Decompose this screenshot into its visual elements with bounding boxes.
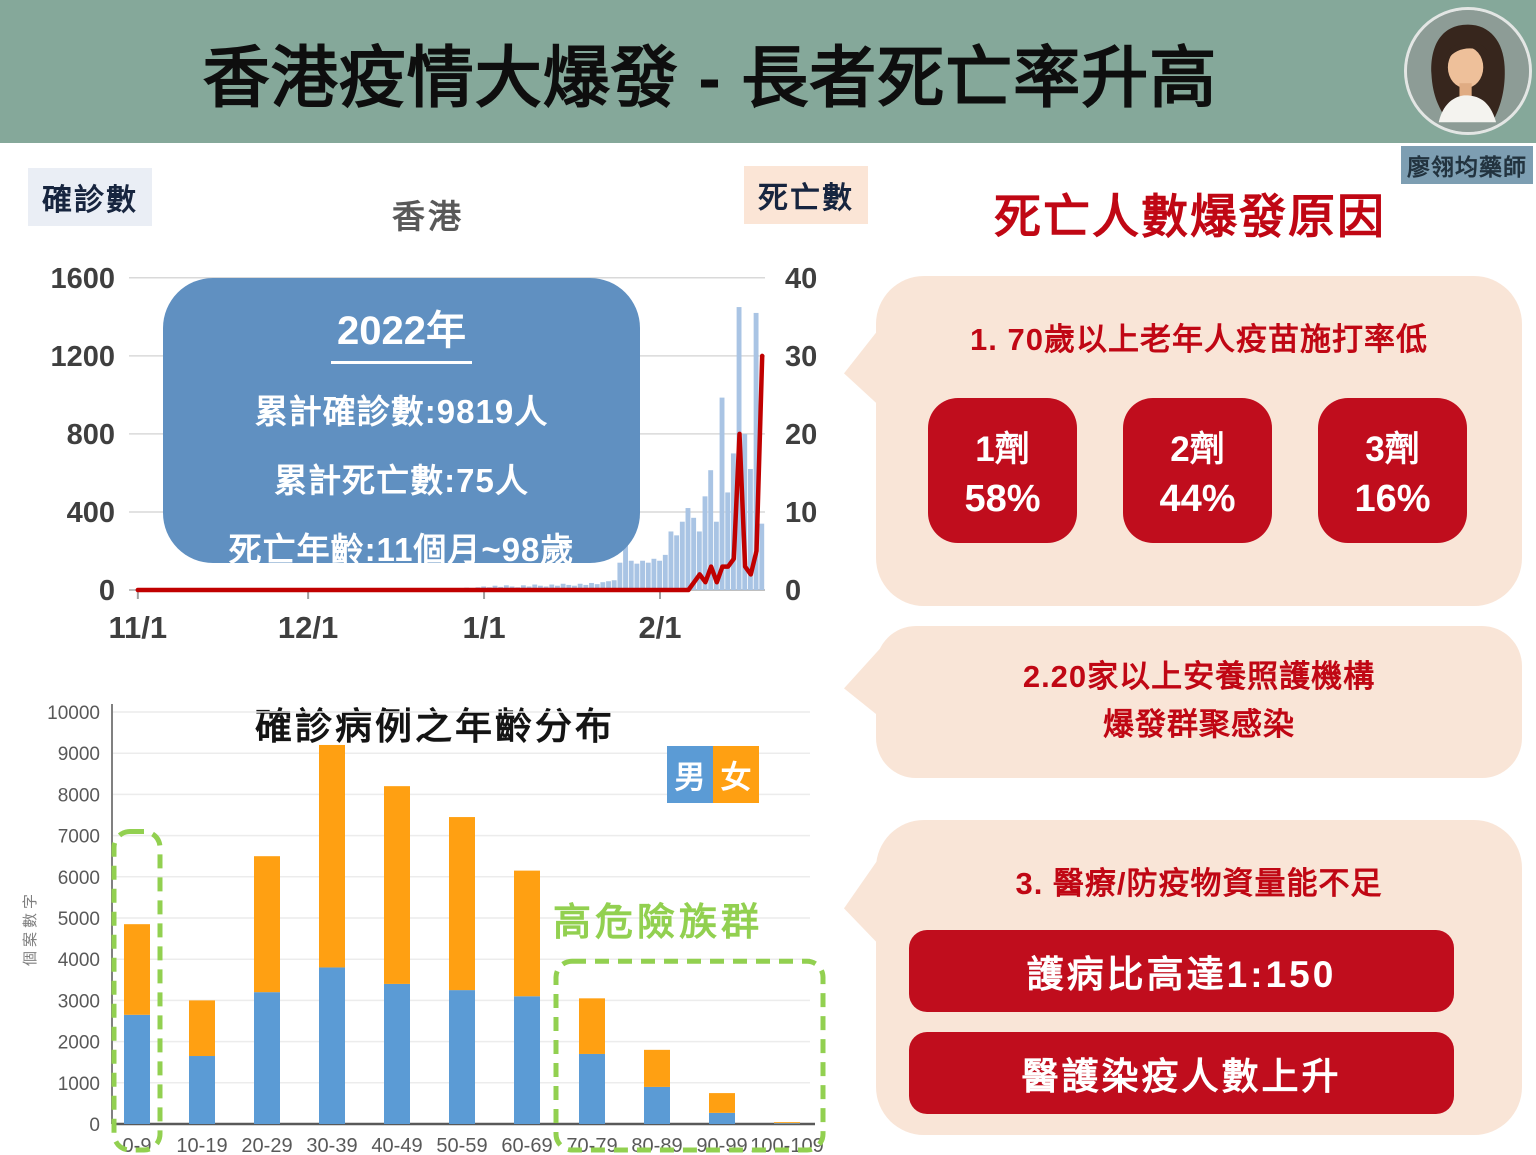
reason-bubble-1: 1. 70歲以上老年人疫苗施打率低 1劑 58% 2劑 44% 3劑 16% bbox=[844, 276, 1522, 606]
svg-text:30-39: 30-39 bbox=[306, 1135, 357, 1155]
pharmacist-avatar bbox=[1404, 7, 1532, 135]
vaccine-dose-stats: 1劑 58% 2劑 44% 3劑 16% bbox=[928, 398, 1467, 543]
dose-1-rate: 58% bbox=[964, 477, 1041, 520]
infobox-death-age-range: 死亡年齡:11個月~98歲 bbox=[228, 531, 575, 568]
page-title: 香港疫情大爆發 - 長者死亡率升高 bbox=[202, 41, 1218, 116]
legend-male: 男 bbox=[667, 746, 713, 803]
confirmed-axis-badge: 確診數 bbox=[28, 168, 152, 226]
svg-text:1/1: 1/1 bbox=[462, 610, 505, 645]
svg-text:11/1: 11/1 bbox=[109, 610, 168, 645]
svg-text:20-29: 20-29 bbox=[241, 1135, 292, 1155]
svg-text:0: 0 bbox=[99, 575, 115, 607]
summary-infobox: 2022年 累計確診數:9819人 累計死亡數:75人 死亡年齡:11個月~98… bbox=[163, 278, 640, 568]
svg-text:3000: 3000 bbox=[58, 991, 100, 1012]
svg-text:4000: 4000 bbox=[58, 950, 100, 971]
dose-3-rate: 16% bbox=[1354, 477, 1431, 520]
reason-3-heading: 3. 醫療/防疫物資量能不足 bbox=[1015, 866, 1383, 901]
svg-text:12/1: 12/1 bbox=[278, 610, 338, 645]
svg-text:10-19: 10-19 bbox=[176, 1135, 227, 1155]
author-credit: 廖翎均藥師 bbox=[1401, 146, 1533, 184]
svg-text:個案數字: 個案數字 bbox=[21, 890, 39, 966]
svg-text:20: 20 bbox=[785, 419, 817, 451]
reason-2-text: 2.20家以上安養照護機構 爆發群聚感染 bbox=[876, 653, 1522, 749]
svg-text:60-69: 60-69 bbox=[501, 1135, 552, 1155]
reason-2-line-2: 爆發群聚感染 bbox=[1103, 707, 1295, 743]
infected-staff-bar: 醫護染疫人數上升 bbox=[909, 1032, 1454, 1114]
svg-text:40: 40 bbox=[785, 263, 817, 295]
svg-text:40-49: 40-49 bbox=[371, 1135, 422, 1155]
svg-text:2000: 2000 bbox=[58, 1033, 100, 1054]
chart2-title: 確診病例之年齡分布 bbox=[255, 706, 615, 747]
svg-text:8000: 8000 bbox=[58, 785, 100, 806]
svg-text:1600: 1600 bbox=[50, 263, 115, 295]
svg-text:7000: 7000 bbox=[58, 827, 100, 848]
svg-text:50-59: 50-59 bbox=[436, 1135, 487, 1155]
infobox-year: 2022年 bbox=[331, 298, 472, 364]
svg-text:0: 0 bbox=[785, 575, 801, 607]
right-section-heading: 死亡人數爆發原因 bbox=[994, 190, 1386, 243]
deaths-axis-badge: 死亡數 bbox=[744, 166, 868, 224]
dose-1-label: 1劑 bbox=[975, 429, 1030, 469]
chart1-title: 香港 bbox=[392, 198, 464, 235]
header-banner: 香港疫情大爆發 - 長者死亡率升高 bbox=[0, 0, 1536, 143]
svg-text:10: 10 bbox=[785, 497, 817, 529]
svg-text:800: 800 bbox=[67, 419, 115, 451]
dose-3-label: 3劑 bbox=[1365, 429, 1420, 469]
svg-text:9000: 9000 bbox=[58, 744, 100, 765]
reason-1-heading: 1. 70歲以上老年人疫苗施打率低 bbox=[970, 322, 1428, 357]
nurse-patient-ratio-bar: 護病比高達1:150 bbox=[909, 930, 1454, 1012]
dose-1-box: 1劑 58% bbox=[928, 398, 1077, 543]
reason-2-line-1: 2.20家以上安養照護機構 bbox=[1022, 659, 1376, 694]
daily-cases-deaths-chart: 0 400 800 1200 1600 0 10 20 30 40 11/1 12/1 1/1 2/1 bbox=[50, 263, 817, 645]
age-distribution-chart: 0 1000 2000 3000 4000 5000 6000 7000 8000 9000 100… bbox=[21, 703, 826, 1155]
svg-text:30: 30 bbox=[785, 341, 817, 373]
dose-2-rate: 44% bbox=[1159, 477, 1236, 520]
legend-female: 女 bbox=[713, 746, 759, 803]
svg-text:1200: 1200 bbox=[50, 341, 115, 373]
svg-text:5000: 5000 bbox=[58, 909, 100, 930]
svg-text:6000: 6000 bbox=[58, 868, 100, 889]
infobox-cumulative-deaths: 累計死亡數:75人 bbox=[274, 462, 529, 499]
reason-bubble-3: 3. 醫療/防疫物資量能不足 護病比高達1:150 醫護染疫人數上升 bbox=[844, 820, 1522, 1135]
svg-text:10000: 10000 bbox=[47, 703, 100, 724]
svg-text:2/1: 2/1 bbox=[638, 610, 681, 645]
gender-legend: 男 女 bbox=[667, 746, 759, 803]
svg-text:400: 400 bbox=[67, 497, 115, 529]
dose-3-box: 3劑 16% bbox=[1318, 398, 1467, 543]
reason-bubble-2: 2.20家以上安養照護機構 爆發群聚感染 bbox=[844, 626, 1522, 778]
person-portrait-icon bbox=[1407, 10, 1529, 132]
dose-2-label: 2劑 bbox=[1170, 429, 1225, 469]
svg-text:高危險族群: 高危險族群 bbox=[553, 901, 763, 944]
svg-text:1000: 1000 bbox=[58, 1074, 100, 1095]
svg-text:0: 0 bbox=[89, 1115, 100, 1136]
dose-2-box: 2劑 44% bbox=[1123, 398, 1272, 543]
infobox-cumulative-cases: 累計確診數:9819人 bbox=[254, 393, 549, 430]
